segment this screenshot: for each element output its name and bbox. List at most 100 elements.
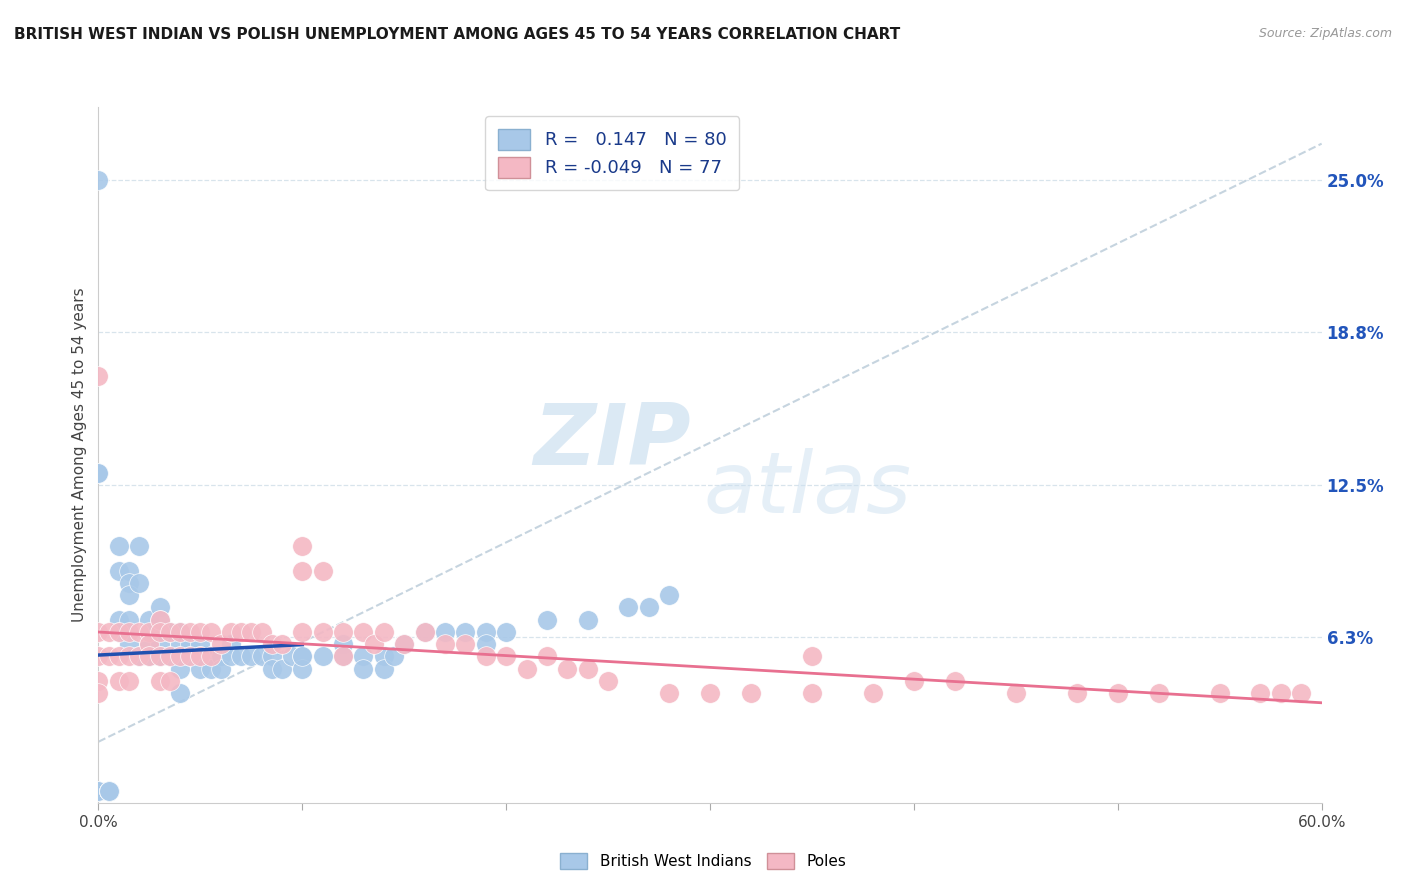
Point xyxy=(128,540,150,554)
Point xyxy=(250,649,273,664)
Point xyxy=(118,564,141,578)
Point xyxy=(598,673,620,688)
Point xyxy=(270,637,294,651)
Point xyxy=(108,613,131,627)
Point xyxy=(87,783,110,797)
Point xyxy=(169,649,191,664)
Point xyxy=(169,624,191,639)
Point xyxy=(97,783,120,797)
Point xyxy=(332,637,354,651)
Point xyxy=(392,637,416,651)
Point xyxy=(87,783,110,797)
Point xyxy=(250,624,273,639)
Point xyxy=(392,637,416,651)
Point xyxy=(87,649,110,664)
Point xyxy=(128,649,150,664)
Point xyxy=(108,624,131,639)
Point xyxy=(159,624,181,639)
Point xyxy=(363,637,385,651)
Point xyxy=(1147,686,1170,700)
Point xyxy=(617,600,640,615)
Y-axis label: Unemployment Among Ages 45 to 54 years: Unemployment Among Ages 45 to 54 years xyxy=(72,287,87,623)
Point xyxy=(149,649,172,664)
Point xyxy=(169,637,191,651)
Point xyxy=(108,540,131,554)
Point xyxy=(312,624,335,639)
Point xyxy=(209,649,232,664)
Point xyxy=(138,649,160,664)
Point xyxy=(638,600,661,615)
Point xyxy=(97,649,120,664)
Point xyxy=(332,649,354,664)
Point xyxy=(149,673,172,688)
Point xyxy=(474,624,498,639)
Text: ZIP: ZIP xyxy=(533,400,690,483)
Point xyxy=(291,540,314,554)
Point xyxy=(169,661,191,675)
Point xyxy=(1249,686,1271,700)
Point xyxy=(159,649,181,664)
Point xyxy=(219,624,242,639)
Point xyxy=(454,637,477,651)
Point xyxy=(209,661,232,675)
Point xyxy=(118,576,141,591)
Point xyxy=(658,686,681,700)
Point xyxy=(1270,686,1292,700)
Point xyxy=(159,649,181,664)
Point xyxy=(495,624,517,639)
Point xyxy=(118,673,141,688)
Point xyxy=(352,661,374,675)
Point xyxy=(260,661,283,675)
Point xyxy=(179,624,201,639)
Point xyxy=(291,649,314,664)
Point xyxy=(1004,686,1026,700)
Point xyxy=(332,624,354,639)
Point xyxy=(1066,686,1088,700)
Point xyxy=(200,649,222,664)
Point xyxy=(454,624,477,639)
Point xyxy=(231,624,253,639)
Point xyxy=(108,564,131,578)
Point xyxy=(200,649,222,664)
Point xyxy=(291,649,314,664)
Point xyxy=(108,673,131,688)
Point xyxy=(240,649,263,664)
Point xyxy=(373,624,395,639)
Point xyxy=(740,686,762,700)
Point xyxy=(1209,686,1232,700)
Point xyxy=(118,588,141,602)
Point xyxy=(291,564,314,578)
Point xyxy=(434,624,457,639)
Point xyxy=(188,649,212,664)
Point xyxy=(118,613,141,627)
Point xyxy=(862,686,884,700)
Point xyxy=(352,624,374,639)
Point xyxy=(128,624,150,639)
Point xyxy=(312,649,335,664)
Point xyxy=(97,783,120,797)
Point xyxy=(87,467,110,481)
Point xyxy=(260,649,283,664)
Point xyxy=(382,649,405,664)
Point xyxy=(108,624,131,639)
Point xyxy=(138,624,160,639)
Point xyxy=(87,624,110,639)
Point xyxy=(699,686,721,700)
Point xyxy=(118,649,141,664)
Point xyxy=(149,624,172,639)
Point xyxy=(231,649,253,664)
Point xyxy=(87,173,110,187)
Point xyxy=(179,649,201,664)
Point xyxy=(159,624,181,639)
Point xyxy=(149,649,172,664)
Point xyxy=(373,649,395,664)
Legend: R =   0.147   N = 80, R = -0.049   N = 77: R = 0.147 N = 80, R = -0.049 N = 77 xyxy=(485,116,740,190)
Point xyxy=(169,649,191,664)
Point xyxy=(516,661,538,675)
Point xyxy=(118,624,141,639)
Point xyxy=(281,649,304,664)
Point xyxy=(87,368,110,383)
Point xyxy=(373,661,395,675)
Point xyxy=(97,783,120,797)
Point xyxy=(138,637,160,651)
